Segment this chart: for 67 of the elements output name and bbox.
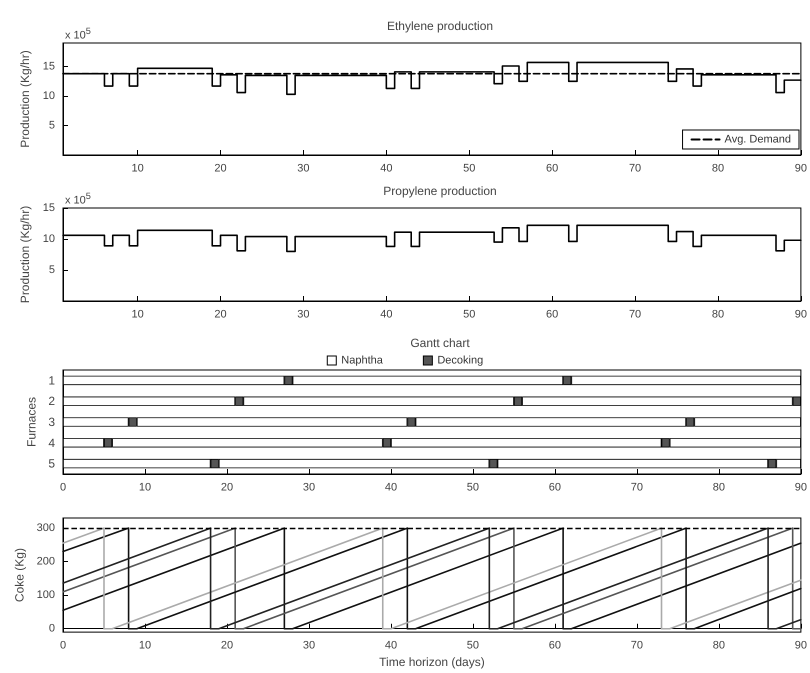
- y-tick-label: 0: [48, 622, 55, 635]
- chart-title: Propylene production: [383, 184, 497, 198]
- x-tick-label: 30: [302, 640, 316, 652]
- x-tick-label: 40: [380, 308, 392, 320]
- y-tick-label: 10: [42, 90, 55, 102]
- x-tick-label: 20: [220, 482, 234, 494]
- x-tick-label: 80: [712, 640, 726, 652]
- x-tick-label: 40: [384, 482, 398, 494]
- y-tick-label: 15: [42, 202, 55, 214]
- x-tick-label: 60: [548, 482, 562, 494]
- x-tick-label: 0: [60, 640, 66, 652]
- y-axis-title: Production (Kg/hr): [18, 206, 32, 304]
- x-tick-label: 30: [297, 162, 310, 174]
- line-series: [62, 527, 802, 630]
- x-tick-label: 80: [712, 162, 724, 174]
- x-tick-label: 90: [794, 640, 808, 652]
- x-tick-label: 60: [546, 162, 558, 174]
- x-tick-label: 50: [463, 162, 476, 174]
- x-tick-label: 70: [630, 482, 644, 494]
- y-tick-label: 4: [48, 436, 56, 450]
- x-tick-label: 90: [794, 162, 808, 174]
- x-tick-label: 30: [297, 308, 310, 320]
- y-tick-label: 300: [36, 522, 55, 534]
- y-tick-label: 3: [48, 415, 56, 429]
- text: x 10$^{5}$: [65, 26, 91, 42]
- x-tick-label: 70: [630, 640, 644, 652]
- y-tick-label: 10: [42, 233, 55, 245]
- x-tick-label: 40: [384, 640, 398, 652]
- x-tick-label: 0: [60, 482, 66, 494]
- y-tick-label: 100: [36, 589, 55, 602]
- y-axis-title: Coke (Kg): [12, 548, 27, 602]
- y-tick-label: 5: [48, 120, 55, 132]
- y-tick-label: 1: [48, 373, 56, 388]
- text: x 10$^{5}$: [65, 191, 91, 207]
- y-tick-label: 2: [48, 394, 56, 408]
- y-tick-label: 15: [42, 60, 55, 73]
- legend-label: Avg. Demand: [724, 134, 792, 146]
- chart-title: Ethylene production: [386, 19, 494, 33]
- x-axis-title: Time horizon (days): [379, 655, 485, 669]
- legend-label: Decoking: [437, 354, 484, 366]
- x-tick-label: 20: [220, 640, 234, 652]
- x-tick-label: 50: [466, 640, 480, 652]
- y-tick-label: 200: [36, 556, 55, 568]
- x-tick-label: 30: [302, 482, 316, 494]
- x-tick-label: 10: [131, 162, 144, 174]
- x-tick-label: 70: [628, 162, 642, 174]
- x-tick-label: 80: [712, 482, 726, 494]
- x-tick-label: 20: [214, 308, 227, 320]
- x-tick-label: 50: [463, 308, 476, 320]
- x-tick-label: 90: [794, 308, 808, 320]
- x-tick-label: 90: [794, 482, 808, 494]
- x-tick-label: 60: [548, 640, 562, 652]
- x-tick-label: 20: [214, 162, 227, 174]
- chart-title: Gantt chart: [410, 336, 470, 350]
- y-axis-title: Production (Kg/hr): [18, 50, 32, 148]
- x-tick-label: 10: [131, 308, 144, 320]
- y-tick-label: 5: [48, 264, 55, 276]
- legend-label: Naphtha: [341, 354, 384, 366]
- x-tick-label: 80: [712, 308, 724, 320]
- x-tick-label: 70: [628, 308, 642, 320]
- y-tick-label: 5: [48, 456, 56, 471]
- x-tick-label: 40: [380, 162, 392, 174]
- x-tick-label: 60: [546, 308, 558, 320]
- y-axis-title: Furnaces: [24, 396, 38, 448]
- x-tick-label: 10: [138, 640, 152, 652]
- x-tick-label: 10: [138, 482, 152, 494]
- x-tick-label: 50: [466, 482, 480, 494]
